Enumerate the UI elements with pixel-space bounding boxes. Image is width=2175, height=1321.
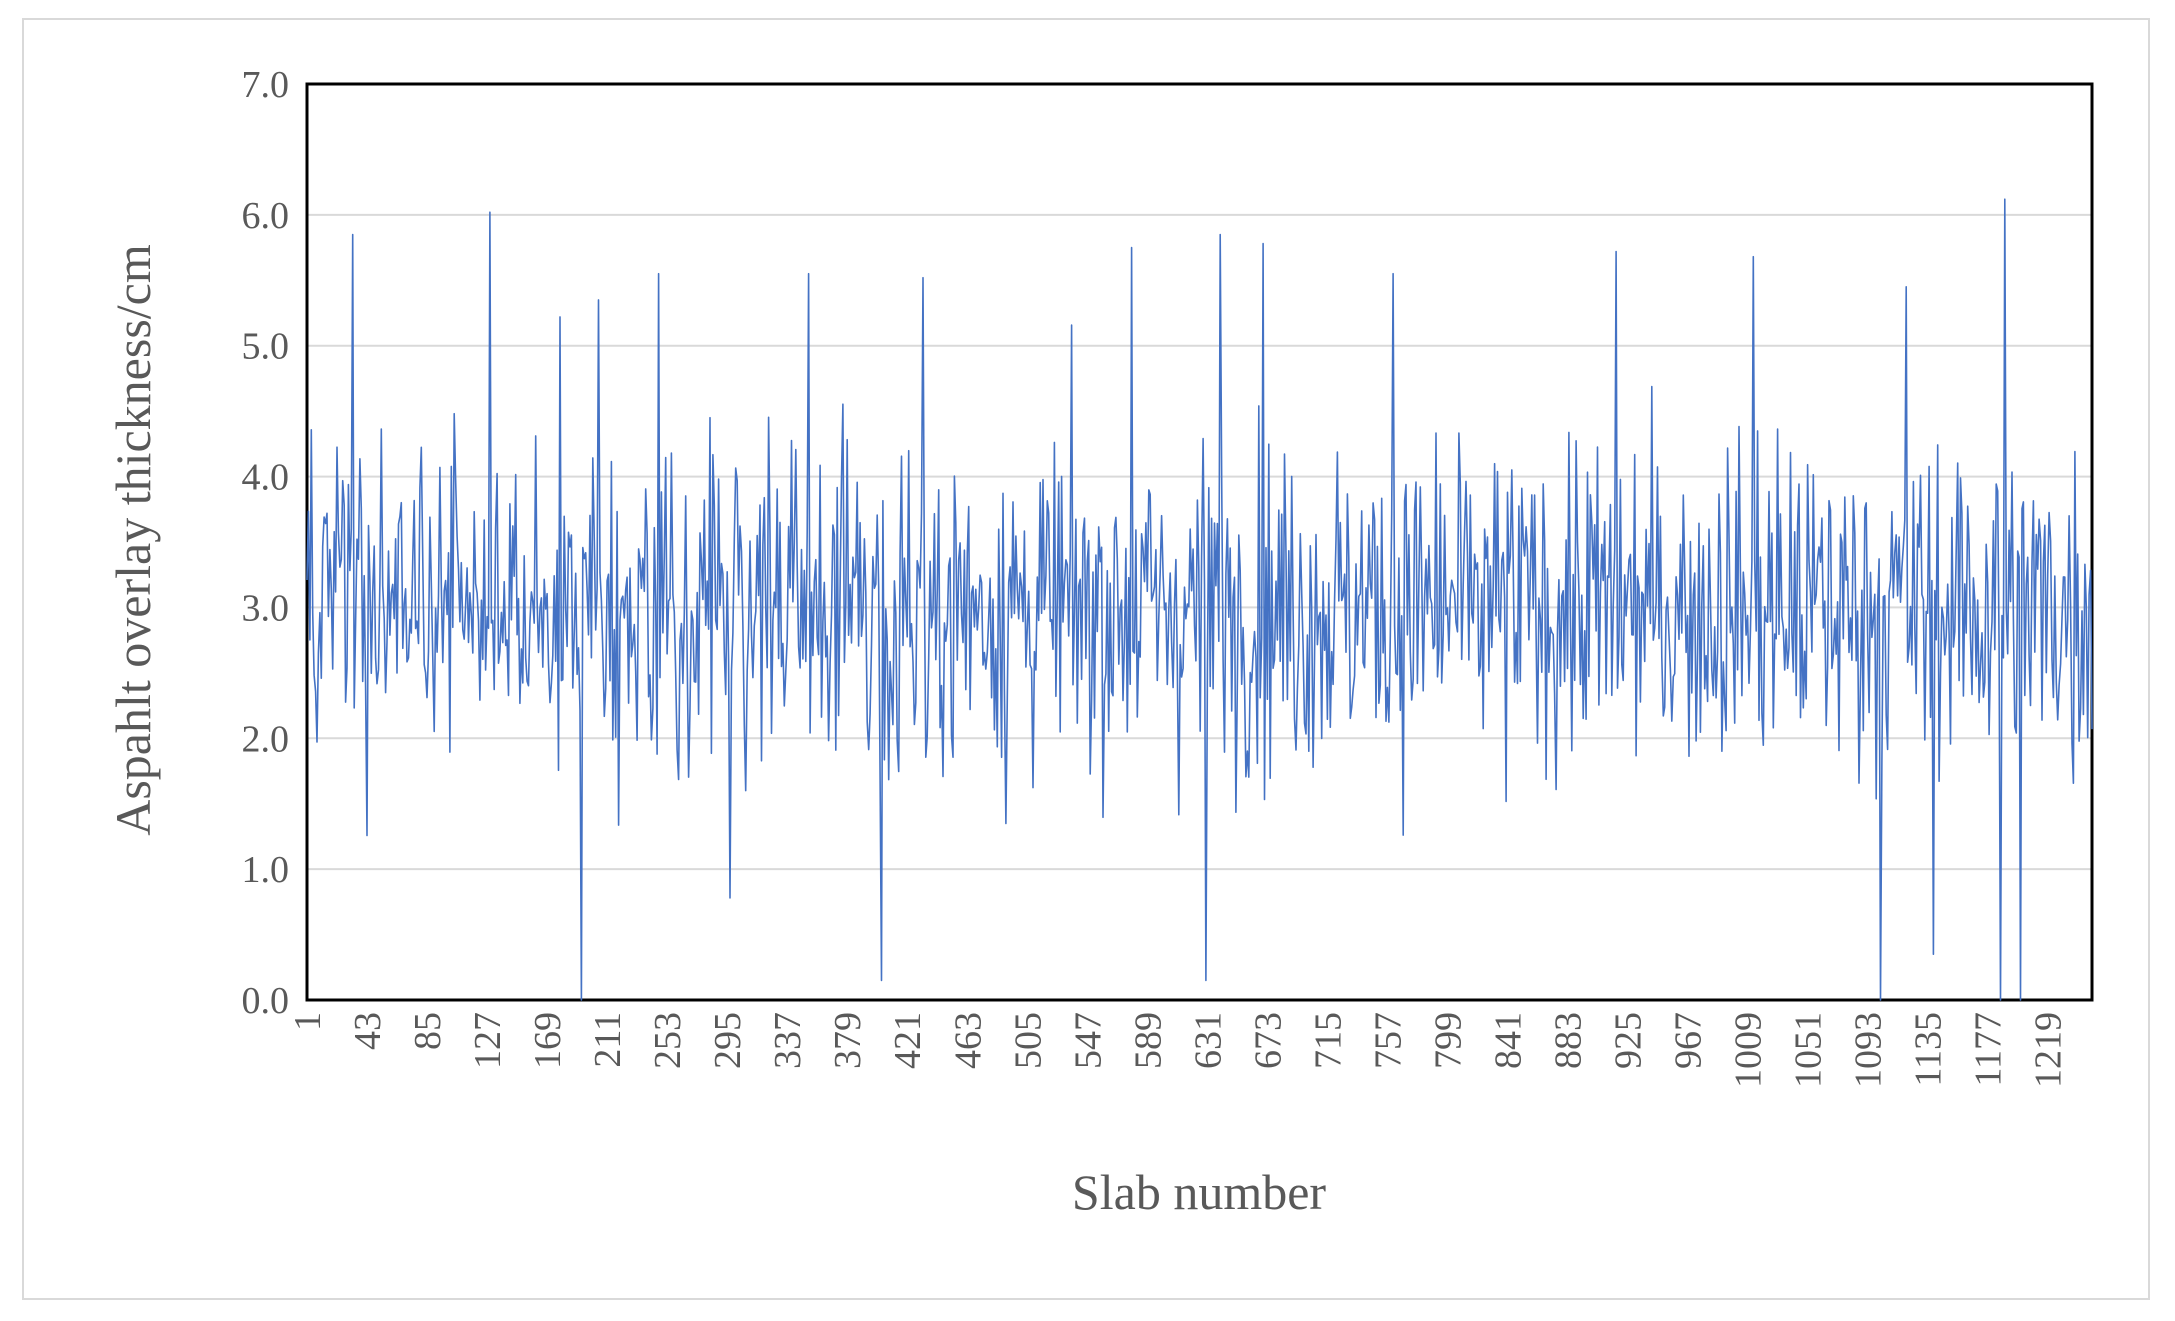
y-tick-label: 4.0 bbox=[242, 457, 290, 499]
x-tick-label: 295 bbox=[707, 1012, 749, 1069]
y-tick-label: 0.0 bbox=[242, 980, 290, 1022]
x-tick-label: 673 bbox=[1247, 1012, 1289, 1069]
x-tick-label: 379 bbox=[827, 1012, 869, 1069]
x-tick-label: 253 bbox=[647, 1012, 689, 1069]
x-tick-label: 631 bbox=[1187, 1012, 1229, 1069]
series-line-0 bbox=[306, 198, 2093, 1001]
x-tick-label: 169 bbox=[527, 1012, 569, 1069]
x-tick-label: 463 bbox=[947, 1012, 989, 1069]
x-tick-label: 1093 bbox=[1848, 1012, 1890, 1088]
plot-border bbox=[305, 82, 2094, 1002]
y-tick-label: 6.0 bbox=[242, 195, 290, 237]
x-tick-label: 757 bbox=[1367, 1012, 1409, 1069]
x-tick-label: 841 bbox=[1487, 1012, 1529, 1069]
x-tick-label: 547 bbox=[1067, 1012, 1109, 1069]
x-tick-labels: 1 43 85 127 169 211 253 295 337 379 421 463 505 547 58… bbox=[287, 1012, 2070, 1088]
y-tick-label: 7.0 bbox=[242, 64, 290, 106]
x-tick-label: 1 bbox=[287, 1012, 329, 1031]
x-tick-label: 421 bbox=[887, 1012, 929, 1069]
x-tick-label: 589 bbox=[1127, 1012, 1169, 1069]
y-tick-label: 3.0 bbox=[242, 587, 290, 629]
y-tick-label: 5.0 bbox=[242, 326, 290, 368]
x-tick-label: 967 bbox=[1668, 1012, 1710, 1069]
x-tick-label: 505 bbox=[1007, 1012, 1049, 1069]
x-tick-label: 85 bbox=[407, 1012, 449, 1050]
plot-area bbox=[305, 82, 2094, 1002]
x-tick-label: 1051 bbox=[1788, 1012, 1830, 1088]
y-gridlines bbox=[307, 213, 2092, 871]
x-tick-label: 127 bbox=[467, 1012, 509, 1069]
series-layer bbox=[306, 198, 2093, 1001]
y-tick-label: 1.0 bbox=[242, 849, 290, 891]
x-tick-label: 1009 bbox=[1728, 1012, 1770, 1088]
y-axis-label: Aspahlt overlay thickness/cm bbox=[105, 244, 161, 836]
y-tick-labels: 0.0 1.0 2.0 3.0 4.0 5.0 6.0 7.0 bbox=[242, 64, 290, 1022]
x-tick-label: 1135 bbox=[1908, 1012, 1950, 1087]
y-tick-label: 2.0 bbox=[242, 718, 290, 760]
x-tick-label: 211 bbox=[587, 1012, 629, 1068]
x-tick-label: 337 bbox=[767, 1012, 809, 1069]
x-tick-label: 715 bbox=[1307, 1012, 1349, 1069]
x-tick-label: 925 bbox=[1608, 1012, 1650, 1069]
x-tick-label: 1219 bbox=[2028, 1012, 2070, 1088]
x-tick-label: 43 bbox=[347, 1012, 389, 1050]
x-tick-label: 1177 bbox=[1968, 1012, 2010, 1087]
x-tick-label: 883 bbox=[1548, 1012, 1590, 1069]
x-axis-label: Slab number bbox=[1072, 1164, 1326, 1220]
x-tick-label: 799 bbox=[1427, 1012, 1469, 1069]
